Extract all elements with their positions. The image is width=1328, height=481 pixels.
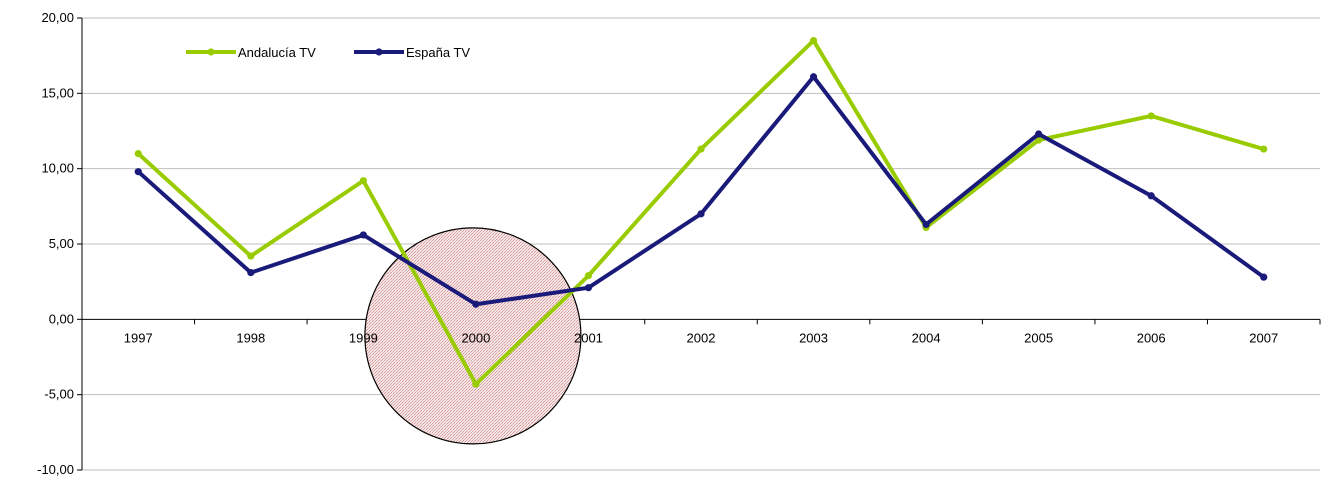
x-tick-label: 1997 — [124, 330, 153, 345]
x-tick-label: 2006 — [1137, 330, 1166, 345]
x-tick-label: 1998 — [236, 330, 265, 345]
x-tick-label: 2002 — [687, 330, 716, 345]
data-point — [922, 220, 930, 229]
y-tick-label: 5,00 — [49, 236, 74, 251]
x-tick-label: 2000 — [461, 330, 490, 345]
x-tick-label: 2001 — [574, 330, 603, 345]
y-tick-label: -5,00 — [44, 387, 74, 402]
data-point — [584, 284, 593, 292]
data-point — [472, 380, 480, 388]
y-tick-label: 10,00 — [41, 161, 74, 176]
x-tick-label: 2004 — [912, 330, 941, 345]
series-line-1 — [136, 73, 1265, 307]
y-tick-label: -10,00 — [37, 462, 74, 476]
data-point — [809, 37, 818, 45]
data-point — [584, 272, 593, 280]
data-point — [134, 150, 142, 158]
y-tick-label: 0,00 — [49, 311, 74, 326]
data-point — [809, 73, 818, 81]
data-point — [359, 177, 367, 185]
y-tick-label: 15,00 — [41, 85, 74, 100]
legend-label: Andalucía TV — [238, 45, 316, 60]
x-tick-label: 2007 — [1249, 330, 1278, 345]
data-point — [1147, 112, 1155, 120]
x-tick-label: 1999 — [349, 330, 378, 345]
data-point — [472, 300, 480, 308]
legend-label: España TV — [406, 45, 470, 60]
data-point — [247, 252, 255, 260]
x-tick-label: 2003 — [799, 330, 828, 345]
data-point — [1260, 273, 1268, 281]
data-point — [134, 168, 142, 176]
x-tick-label: 2005 — [1024, 330, 1053, 345]
legend-marker — [375, 48, 383, 56]
data-point — [697, 210, 705, 218]
data-point — [1260, 145, 1268, 153]
legend-marker — [207, 48, 215, 56]
data-point — [1147, 192, 1155, 200]
data-point — [359, 231, 367, 239]
data-point — [697, 145, 705, 153]
data-point — [247, 269, 255, 277]
data-point — [1035, 136, 1043, 144]
data-point — [1035, 130, 1043, 138]
y-tick-label: 20,00 — [41, 10, 74, 25]
